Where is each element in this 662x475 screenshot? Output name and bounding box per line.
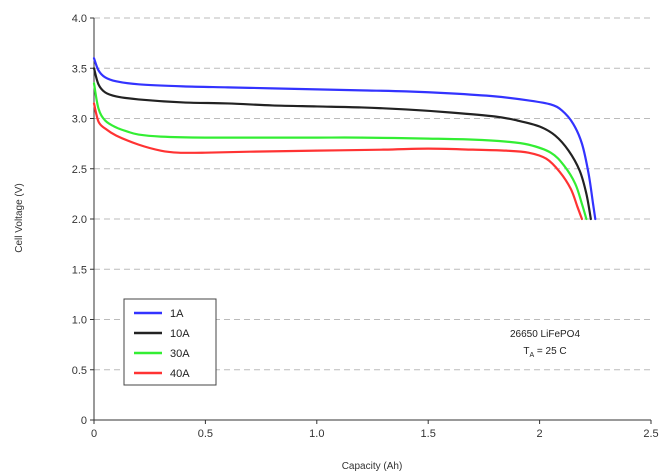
- x-axis-title: Capacity (Ah): [342, 461, 403, 472]
- y-tick-label: 0.5: [72, 365, 87, 377]
- x-tick-label: 1.5: [421, 428, 436, 440]
- y-tick-label: 3.5: [72, 63, 87, 75]
- x-tick-label: 2: [537, 428, 543, 440]
- annotation-subscript: A: [529, 352, 534, 359]
- y-tick-label: 4.0: [72, 13, 87, 25]
- legend-label-40a: 40A: [170, 368, 190, 380]
- y-tick-label: 2.0: [72, 214, 87, 226]
- annotation-line1: 26650 LiFePO4: [510, 329, 580, 340]
- annotation-line2: TA = 25 C: [523, 346, 566, 359]
- y-tick-label: 2.5: [72, 164, 87, 176]
- tick-labels: 0 0.5 1.0 1.5 2.0 2.5 3.0 3.5 4.0 0 0.5 1.0 1.5 2 2.5: [72, 13, 659, 440]
- x-tick-label: 1.0: [309, 428, 324, 440]
- y-axis-title: Cell Voltage (V): [14, 183, 25, 252]
- y-tick-label: 3.0: [72, 114, 87, 126]
- x-tick-label: 0: [91, 428, 97, 440]
- y-tick-label: 0: [81, 415, 87, 427]
- annotation-t: T: [523, 346, 529, 357]
- legend-label-10a: 10A: [170, 328, 190, 340]
- annotation: 26650 LiFePO4 TA = 25 C: [510, 329, 580, 359]
- y-tick-label: 1.0: [72, 315, 87, 327]
- legend-label-30a: 30A: [170, 348, 190, 360]
- series-lines: [92, 57, 597, 221]
- series-line-1a: [92, 57, 597, 221]
- legend: 1A 10A 30A 40A: [123, 298, 217, 386]
- series-line-40a: [92, 102, 584, 221]
- x-tick-label: 0.5: [198, 428, 213, 440]
- legend-label-1a: 1A: [170, 308, 184, 320]
- series-line-10a: [92, 67, 592, 221]
- series-line-30a: [92, 82, 588, 221]
- y-tick-label: 1.5: [72, 264, 87, 276]
- annotation-suffix: = 25 C: [534, 346, 567, 357]
- x-tick-label: 2.5: [643, 428, 658, 440]
